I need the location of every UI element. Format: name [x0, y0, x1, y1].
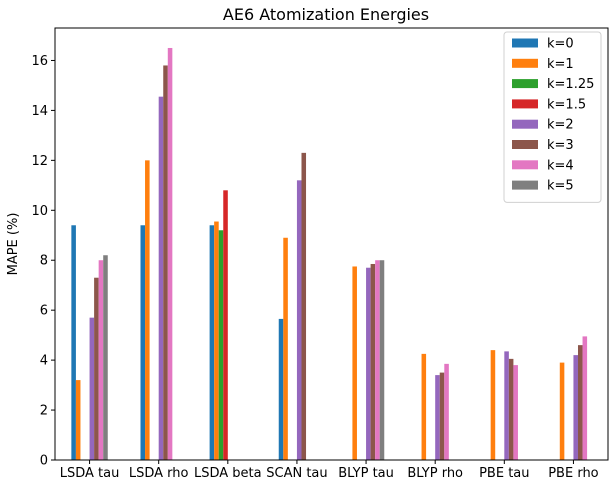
legend-label: k=4 — [547, 158, 574, 173]
legend-label: k=3 — [547, 138, 574, 153]
x-tick-label: LSDA rho — [129, 466, 189, 481]
legend-swatch — [512, 38, 538, 48]
bar-k-1-pbe-rho — [559, 362, 565, 460]
bar-k-4-lsda-tau — [98, 260, 104, 460]
bar-k-3-lsda-rho — [163, 65, 168, 461]
legend-swatch — [512, 79, 538, 89]
bar-k-0-scan-tau — [278, 318, 284, 460]
y-axis-label: MAPE (%) — [6, 213, 21, 276]
bar-k-2-pbe-tau — [504, 351, 509, 460]
legend: k=0 k=1 k=1.25 k=1.5 k=2 k=3 k=4 k=5 — [503, 31, 602, 203]
bar-k-0-lsda-tau — [71, 225, 76, 460]
chart-title: AE6 Atomization Energies — [223, 5, 429, 24]
y-tick-label: 4 — [40, 354, 48, 369]
axes-layer: 0 2 4 6 8 10 12 14 16 LSDA tau LSDA rho LSDA beta SC… — [31, 27, 609, 481]
x-tick-label: PBE tau — [479, 466, 529, 481]
x-tick-label: SCAN tau — [266, 466, 327, 481]
bar-k-1-5-lsda-beta — [223, 190, 228, 460]
bar-k-5-blyp-tau — [379, 260, 385, 460]
bar-k-5-lsda-tau — [103, 255, 108, 460]
legend-swatch — [512, 160, 538, 170]
legend-label: k=2 — [547, 118, 574, 133]
bar-k-1-lsda-tau — [75, 380, 81, 460]
legend-swatch — [512, 99, 538, 109]
bar-k-4-pbe-tau — [513, 365, 518, 460]
y-tick-label: 6 — [40, 304, 48, 319]
y-tick-label: 2 — [40, 404, 48, 419]
bar-k-3-lsda-tau — [94, 277, 99, 460]
legend-swatch — [512, 180, 538, 190]
plot-frame — [54, 27, 609, 461]
bar-k-1-pbe-tau — [490, 350, 496, 460]
y-tick-label: 16 — [31, 54, 48, 69]
bar-k-4-blyp-tau — [375, 260, 380, 460]
bar-k-3-blyp-tau — [370, 263, 376, 460]
x-tick-label: LSDA beta — [194, 466, 262, 481]
y-tick-label: 0 — [40, 454, 48, 469]
bar-k-0-lsda-rho — [140, 225, 146, 460]
y-tick-label: 8 — [40, 254, 48, 269]
bar-k-1-blyp-tau — [352, 266, 357, 460]
bar-k-1-lsda-rho — [145, 160, 150, 460]
bar-k-4-blyp-rho — [444, 363, 449, 460]
bar-k-1-blyp-rho — [421, 353, 427, 460]
bar-k-2-lsda-rho — [158, 96, 164, 461]
bar-k-0-lsda-beta — [209, 225, 215, 460]
bar-k-1-25-lsda-beta — [218, 230, 224, 460]
y-tick-label: 14 — [31, 104, 48, 119]
x-tick-label: BLYP tau — [338, 466, 394, 481]
bar-k-3-pbe-rho — [577, 345, 583, 460]
legend-label: k=5 — [547, 179, 574, 194]
bar-k-2-blyp-rho — [435, 375, 440, 460]
legend-swatch — [512, 58, 538, 68]
legend-label: k=0 — [547, 37, 574, 52]
legend-label: k=1 — [547, 57, 574, 72]
x-tick-label: PBE rho — [548, 466, 598, 481]
legend-swatch — [512, 119, 538, 129]
bar-k-3-pbe-tau — [508, 358, 514, 460]
bar-k-2-lsda-tau — [89, 317, 95, 460]
bar-k-2-blyp-tau — [366, 267, 371, 460]
bar-k-3-blyp-rho — [439, 372, 445, 460]
legend-label: k=1.5 — [547, 97, 586, 112]
bar-k-1-lsda-beta — [214, 221, 219, 460]
bar-k-1-scan-tau — [283, 237, 288, 460]
x-tick-label: BLYP rho — [407, 466, 463, 481]
legend-swatch — [512, 140, 538, 149]
y-tick-label: 12 — [31, 154, 48, 169]
bar-k-3-scan-tau — [301, 152, 307, 461]
bar-k-2-scan-tau — [296, 180, 302, 460]
bars-layer — [71, 47, 588, 461]
bar-k-4-pbe-rho — [582, 336, 588, 460]
legend-label: k=1.25 — [547, 77, 594, 92]
legend-box — [503, 31, 602, 203]
y-tick-label: 10 — [31, 204, 48, 219]
x-tick-label: LSDA tau — [60, 466, 120, 481]
bar-k-2-pbe-rho — [573, 355, 578, 460]
bar-k-4-lsda-rho — [167, 47, 173, 460]
